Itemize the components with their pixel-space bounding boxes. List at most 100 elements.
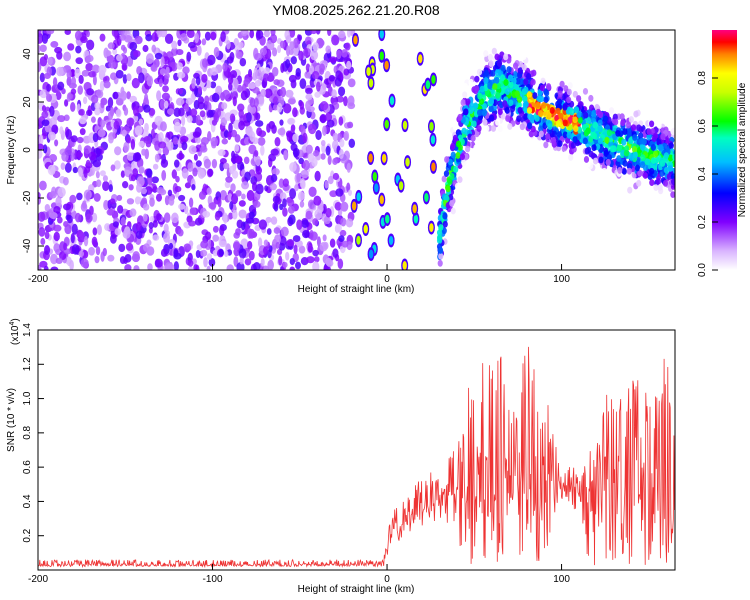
- spectrogram-cell: [189, 132, 194, 140]
- spectrogram-cell: [235, 228, 241, 236]
- spectrogram-cell: [540, 77, 546, 85]
- spectrogram-cell: [650, 144, 656, 151]
- spectrogram-cell: [208, 202, 217, 210]
- colorbar-label: Normalized spectral amplitude: [737, 82, 748, 217]
- spectrogram-cell: [151, 32, 158, 42]
- spectrogram-cell: [556, 131, 563, 138]
- spectrogram-cell: [595, 108, 601, 116]
- spectrogram-cell: [67, 43, 75, 51]
- spectrogram-cell: [126, 136, 131, 144]
- spectrogram-cell: [290, 56, 297, 65]
- spectrogram-cell: [282, 198, 287, 208]
- spectrogram-cell: [502, 100, 508, 107]
- spectrogram-cell: [64, 146, 72, 156]
- spectrogram-cell: [619, 113, 625, 120]
- spectrogram-cell: [441, 175, 447, 183]
- spectrogram-cell: [537, 110, 544, 117]
- spectrogram-cell: [566, 96, 572, 104]
- x-tick-label: -200: [28, 574, 48, 585]
- spectrogram-cell: [176, 62, 183, 70]
- spectrogram-cell: [38, 180, 47, 191]
- spectrogram-cell: [143, 104, 151, 113]
- spectrogram-cell: [591, 109, 597, 117]
- spectrogram-cell: [59, 126, 64, 135]
- spectrogram-cell: [557, 140, 563, 148]
- spectrogram-cell: [74, 30, 82, 41]
- spectrogram-cell: [299, 200, 305, 208]
- spectrogram-cell: [447, 178, 453, 185]
- spectrogram-cell: [44, 204, 51, 212]
- spectrogram-cell: [238, 209, 247, 219]
- spectrogram-cell: [57, 81, 65, 91]
- spectrogram-cell: [78, 167, 83, 178]
- spectrogram-cell: [470, 134, 476, 142]
- spectrogram-cell: [555, 107, 561, 115]
- spectrogram-cell: [99, 80, 105, 92]
- spectrogram-cell: [335, 188, 344, 197]
- spectrogram-cell: [292, 235, 301, 242]
- spectrogram-cell: [53, 231, 60, 242]
- spectrogram-cell: [597, 125, 604, 133]
- spectrogram-cell: [588, 94, 594, 102]
- spectrogram-cell: [210, 136, 218, 147]
- spectrogram-cell: [178, 107, 185, 117]
- spectrogram-cell: [637, 169, 643, 177]
- spectrogram-cell: [206, 109, 214, 118]
- spectrogram-cell: [158, 188, 167, 196]
- spectrogram-cell: [70, 135, 78, 143]
- spectrogram-cell: [213, 112, 220, 123]
- spectrogram-cell: [236, 51, 243, 60]
- spectrogram-y-label: Frequency (Hz): [6, 116, 17, 185]
- spectrogram-cell: [79, 128, 86, 136]
- spectrogram-cell: [314, 170, 321, 182]
- spectrogram-cell: [93, 193, 101, 202]
- spectrogram-cell: [425, 80, 431, 90]
- spectrogram-cell: [332, 157, 338, 166]
- spectrogram-cell: [94, 255, 100, 264]
- spectrogram-cell: [86, 54, 94, 63]
- spectrogram-cell: [363, 224, 368, 234]
- spectrogram-cell: [233, 78, 239, 90]
- spectrogram-cell: [221, 102, 228, 110]
- spectrogram-cell: [145, 34, 153, 42]
- spectrogram-cell: [282, 261, 288, 268]
- spectrogram-cell: [112, 47, 118, 55]
- spectrogram-cell: [49, 211, 58, 220]
- spectrogram-cell: [482, 118, 488, 126]
- spectrogram-cell: [59, 251, 67, 261]
- spectrogram-cell: [299, 178, 306, 189]
- spectrogram-cell: [142, 243, 150, 252]
- spectrogram-cell: [557, 90, 563, 98]
- spectrogram-cell: [86, 39, 95, 51]
- spectrogram-cell: [436, 237, 443, 244]
- spectrogram-cell: [165, 66, 170, 74]
- spectrogram-cell: [562, 103, 568, 111]
- spectrogram-cell: [44, 245, 51, 255]
- spectrogram-cell: [289, 162, 297, 172]
- spectrogram-cell: [57, 186, 66, 198]
- spectrogram-cell: [460, 99, 466, 106]
- spectrogram-cell: [188, 41, 196, 49]
- spectrogram-cell: [327, 175, 334, 185]
- spectrogram-cell: [195, 264, 200, 270]
- spectrogram-cell: [340, 201, 349, 212]
- spectrogram-cell: [83, 168, 88, 179]
- spectrogram-cell: [120, 86, 125, 97]
- spectrogram-cell: [332, 172, 340, 181]
- spectrogram-cell: [283, 150, 288, 159]
- spectrogram-cell: [178, 194, 186, 202]
- spectrogram-cell: [348, 138, 356, 149]
- spectrogram-cell: [424, 192, 429, 202]
- spectrogram-cell: [592, 157, 599, 165]
- spectrogram-cell: [102, 247, 107, 257]
- spectrogram-cell: [246, 189, 255, 201]
- spectrogram-cell: [306, 105, 315, 113]
- spectrogram-cell: [495, 118, 501, 126]
- spectrogram-cell: [650, 157, 657, 164]
- spectrogram-cell: [180, 33, 188, 42]
- spectrogram-cell: [66, 92, 71, 102]
- spectrogram-cell: [204, 31, 211, 41]
- spectrogram-cell: [289, 257, 296, 266]
- spectrogram-cell: [334, 201, 342, 211]
- spectrogram-cell: [507, 123, 513, 130]
